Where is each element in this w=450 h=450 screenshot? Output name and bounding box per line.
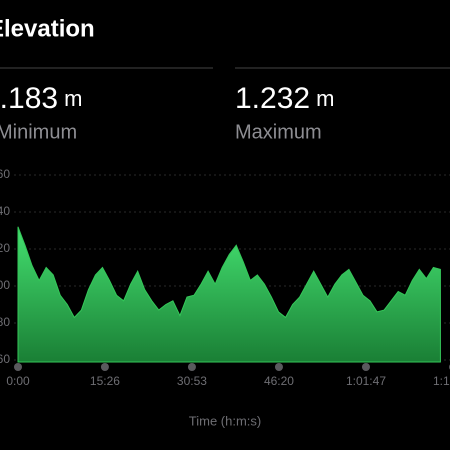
- stat-unit: m: [316, 86, 334, 111]
- x-tick-dot: [361, 363, 370, 371]
- stat-number: 1.232: [235, 82, 310, 115]
- x-tick-dot: [274, 363, 283, 371]
- x-tick-label: 15:26: [90, 374, 120, 388]
- title: Elevation: [0, 15, 95, 42]
- stat-label: Minimum: [0, 121, 77, 143]
- x-tick-dot: [100, 363, 109, 371]
- x-tick-label: 46:20: [264, 374, 294, 388]
- elevation-area: [17, 226, 441, 363]
- x-tick-label: 1:17:14: [433, 374, 450, 388]
- stat-number: 1.183: [0, 82, 58, 115]
- y-tick-label: 1.260: [0, 167, 10, 181]
- x-tick-label: 0:00: [6, 374, 30, 388]
- x-tick-dot: [187, 363, 196, 371]
- y-tick-label: 1.220: [0, 241, 10, 255]
- x-axis-title: Time (h:m:s): [189, 413, 261, 428]
- y-tick-label: 1.240: [0, 204, 10, 218]
- stat-label: Maximum: [235, 121, 322, 143]
- x-tick-dot: [14, 363, 22, 371]
- y-tick-label: 1.160: [0, 352, 10, 366]
- x-tick-label: 30:53: [177, 374, 207, 388]
- stat-unit: m: [64, 86, 82, 111]
- y-tick-label: 1.200: [0, 278, 10, 292]
- y-tick-label: 1.180: [0, 315, 10, 329]
- x-tick-label: 1:01:47: [346, 374, 386, 388]
- stat-value: 1.232 m: [235, 82, 334, 115]
